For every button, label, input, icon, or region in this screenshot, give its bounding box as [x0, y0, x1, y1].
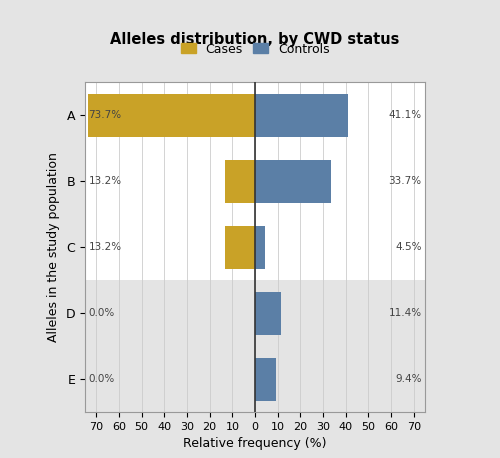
Text: 33.7%: 33.7%	[388, 176, 422, 186]
Text: 11.4%: 11.4%	[388, 308, 422, 318]
Text: 41.1%: 41.1%	[388, 110, 422, 120]
Bar	[85, 280, 425, 346]
Bar	[225, 226, 255, 269]
X-axis label: Relative frequency (%): Relative frequency (%)	[184, 437, 327, 451]
Bar	[88, 94, 255, 137]
Text: 9.4%: 9.4%	[395, 374, 421, 384]
Text: 13.2%: 13.2%	[88, 242, 122, 252]
Bar	[255, 160, 332, 203]
Text: 0.0%: 0.0%	[88, 374, 115, 384]
Legend: Cases, Controls: Cases, Controls	[180, 43, 330, 55]
Title: Alleles distribution, by CWD status: Alleles distribution, by CWD status	[110, 32, 400, 47]
Bar	[225, 160, 255, 203]
Bar	[255, 292, 281, 335]
Bar	[255, 358, 276, 401]
Bar	[85, 82, 425, 148]
Bar	[85, 148, 425, 214]
Bar	[255, 226, 265, 269]
Y-axis label: Alleles in the study population: Alleles in the study population	[47, 153, 60, 342]
Bar	[85, 214, 425, 280]
Text: 0.0%: 0.0%	[88, 308, 115, 318]
Bar	[85, 346, 425, 412]
Bar	[255, 94, 348, 137]
Text: 13.2%: 13.2%	[88, 176, 122, 186]
Text: 73.7%: 73.7%	[88, 110, 122, 120]
Text: 4.5%: 4.5%	[395, 242, 421, 252]
